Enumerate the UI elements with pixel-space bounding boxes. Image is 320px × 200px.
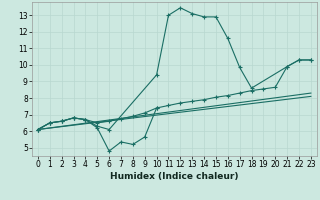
X-axis label: Humidex (Indice chaleur): Humidex (Indice chaleur) [110,172,239,181]
